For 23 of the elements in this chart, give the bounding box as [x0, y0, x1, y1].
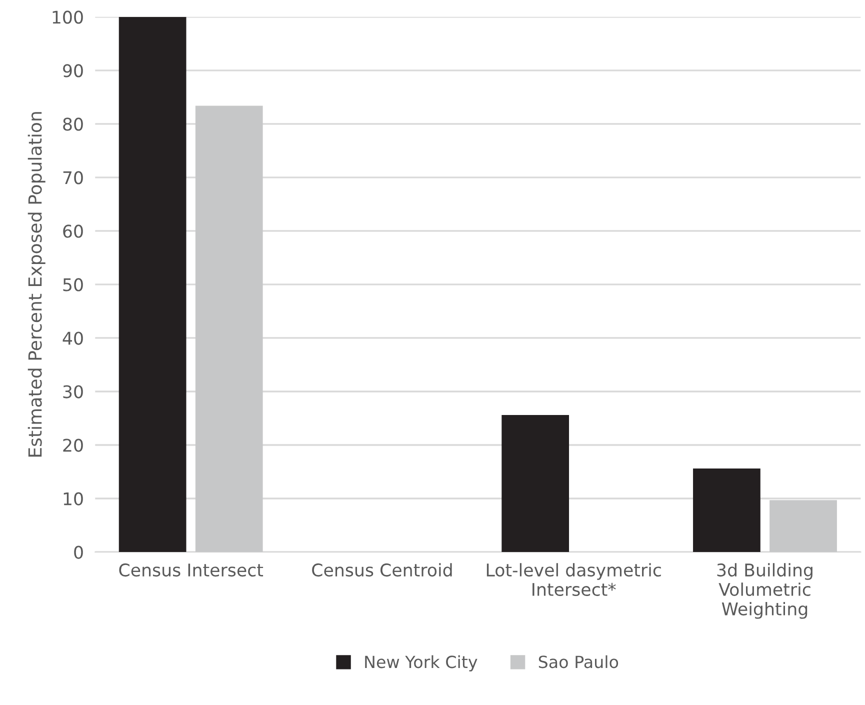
x-tick-label: Census Intersect: [119, 563, 264, 577]
bar: [693, 468, 760, 552]
y-tick-label: 0: [74, 546, 83, 559]
y-tick-label: 80: [63, 118, 83, 131]
y-axis-title: Estimated Percent Exposed Population: [28, 112, 46, 457]
bar: [502, 415, 570, 552]
y-tick-label: 10: [64, 492, 83, 506]
y-tick-label: 90: [63, 64, 83, 78]
y-tick-label: 50: [63, 278, 83, 292]
legend-label: Sao Paulo: [538, 655, 618, 668]
y-tick-label: 20: [63, 438, 83, 452]
bar: [770, 500, 837, 552]
y-tick-label: 100: [52, 10, 83, 24]
legend-label: New York City: [365, 655, 478, 672]
y-tick-label: 60: [63, 224, 83, 238]
x-tick-label: 3d Building Volumetric Weighting: [717, 563, 812, 619]
y-tick-label: 40: [62, 332, 83, 345]
bar: [195, 106, 263, 552]
x-tick-label: Lot-level dasymetric Intersect*: [486, 563, 661, 596]
y-tick-label: 70: [63, 171, 83, 184]
bar: [118, 16, 186, 552]
y-tick-label: 30: [63, 385, 83, 398]
x-tick-label: Census Centroid: [312, 563, 452, 577]
